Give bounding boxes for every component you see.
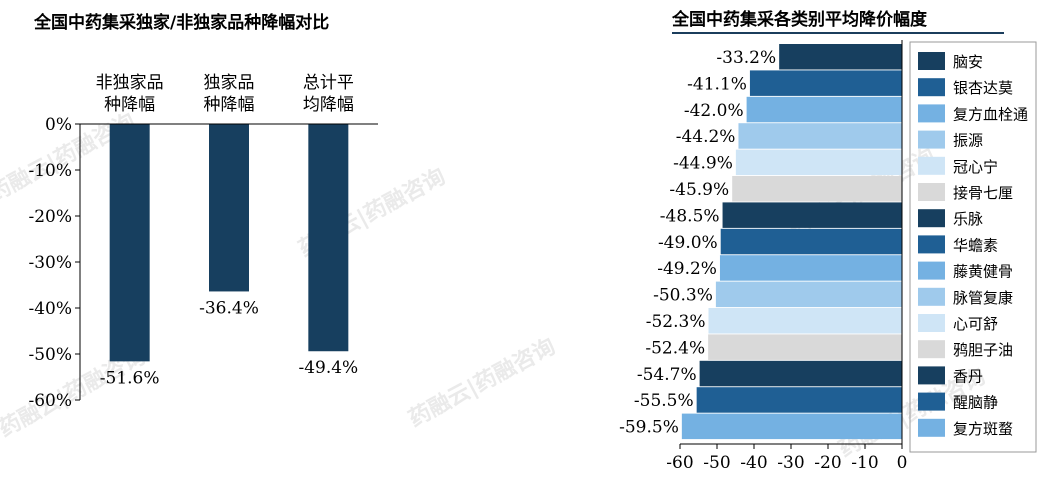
title-underline bbox=[672, 32, 1004, 34]
data-label: -51.6% bbox=[100, 368, 160, 388]
bar bbox=[746, 96, 902, 123]
data-label: -41.1% bbox=[687, 74, 747, 94]
legend-label: 藤黄健骨 bbox=[953, 263, 1013, 281]
legend-swatch bbox=[918, 392, 945, 411]
bar bbox=[715, 281, 902, 308]
legend-swatch bbox=[918, 209, 945, 228]
legend-label: 振源 bbox=[953, 132, 983, 150]
category-label: 种降幅 bbox=[204, 95, 255, 115]
y-tick-label: -10% bbox=[28, 161, 72, 181]
data-label: -52.4% bbox=[645, 338, 705, 358]
bar bbox=[708, 308, 902, 334]
x-tick-label: -10 bbox=[851, 453, 878, 473]
legend-swatch bbox=[918, 104, 945, 123]
data-label: -33.2% bbox=[716, 48, 776, 68]
data-label: -52.3% bbox=[646, 312, 706, 332]
data-label: -55.5% bbox=[634, 391, 694, 411]
legend-swatch bbox=[918, 287, 945, 306]
legend-label: 复方斑蝥 bbox=[953, 420, 1013, 438]
legend-swatch bbox=[918, 78, 945, 97]
y-tick-label: -60% bbox=[28, 391, 72, 411]
legend-swatch bbox=[918, 52, 945, 70]
x-tick-label: -20 bbox=[814, 453, 841, 473]
legend-label: 心可舒 bbox=[953, 315, 998, 333]
bar bbox=[719, 255, 902, 281]
x-tick-label: -50 bbox=[703, 453, 730, 473]
legend-swatch bbox=[918, 183, 945, 201]
left-chart-title: 全国中药集采独家/非独家品种降幅对比 bbox=[34, 13, 330, 33]
bar bbox=[109, 124, 150, 362]
legend-label: 鸦胆子油 bbox=[953, 341, 1013, 359]
data-label: -48.5% bbox=[660, 206, 720, 226]
legend-swatch bbox=[918, 366, 945, 385]
legend-swatch bbox=[918, 130, 945, 149]
x-tick-label: 0 bbox=[897, 453, 908, 473]
data-label: -49.0% bbox=[658, 233, 718, 253]
legend-swatch bbox=[918, 418, 945, 437]
bar bbox=[699, 360, 902, 387]
bar bbox=[732, 176, 902, 202]
bar bbox=[735, 149, 902, 176]
y-tick-label: 0% bbox=[45, 115, 72, 135]
category-label: 种降幅 bbox=[104, 95, 155, 115]
bar bbox=[209, 124, 249, 292]
legend-label: 乐脉 bbox=[953, 210, 983, 228]
legend-label: 醒脑静 bbox=[953, 394, 998, 412]
right-chart-title: 全国中药集采各类别平均降价幅度 bbox=[672, 10, 927, 30]
category-label: 均降幅 bbox=[303, 95, 354, 115]
data-label: -49.4% bbox=[298, 358, 358, 378]
data-label: -59.5% bbox=[619, 418, 679, 438]
y-tick-label: -30% bbox=[28, 253, 72, 273]
legend-swatch bbox=[918, 314, 945, 332]
bar bbox=[308, 124, 349, 352]
x-tick-label: -30 bbox=[777, 453, 804, 473]
y-tick-label: -40% bbox=[28, 299, 72, 319]
x-tick-label: -40 bbox=[740, 453, 767, 473]
data-label: -49.2% bbox=[657, 259, 717, 279]
data-label: -54.7% bbox=[637, 365, 697, 385]
legend-label: 接骨七厘 bbox=[953, 184, 1013, 202]
legend-label: 脉管复康 bbox=[953, 289, 1013, 307]
y-tick-label: -50% bbox=[28, 345, 72, 365]
legend-swatch bbox=[918, 340, 945, 359]
y-tick-label: -20% bbox=[28, 207, 72, 227]
bar bbox=[749, 70, 902, 96]
legend-swatch bbox=[918, 156, 945, 175]
data-label: -44.9% bbox=[673, 154, 733, 174]
legend-label: 复方血栓通 bbox=[953, 105, 1028, 123]
data-label: -42.0% bbox=[684, 101, 744, 121]
legend-label: 华蟾素 bbox=[953, 236, 998, 254]
bar bbox=[696, 387, 902, 413]
legend-swatch bbox=[918, 235, 945, 254]
legend-label: 脑安 bbox=[953, 53, 983, 71]
bar bbox=[722, 202, 902, 228]
data-label: -50.3% bbox=[653, 286, 713, 306]
data-label: -45.9% bbox=[669, 180, 729, 200]
bar bbox=[779, 44, 902, 70]
legend-label: 冠心宁 bbox=[953, 158, 998, 176]
bar bbox=[738, 123, 902, 149]
bar bbox=[681, 413, 902, 440]
legend-box bbox=[909, 41, 1037, 453]
category-label: 独家品 bbox=[204, 73, 255, 93]
legend-swatch bbox=[918, 261, 945, 280]
x-tick-label: -60 bbox=[666, 453, 693, 473]
data-label: -36.4% bbox=[199, 298, 259, 318]
category-label: 非独家品 bbox=[96, 73, 164, 93]
legend-label: 银杏达莫 bbox=[953, 79, 1013, 97]
bar bbox=[720, 228, 902, 255]
data-label: -44.2% bbox=[676, 127, 736, 147]
category-label: 总计平 bbox=[303, 73, 354, 93]
legend-label: 香丹 bbox=[953, 367, 983, 385]
bar bbox=[708, 334, 902, 360]
